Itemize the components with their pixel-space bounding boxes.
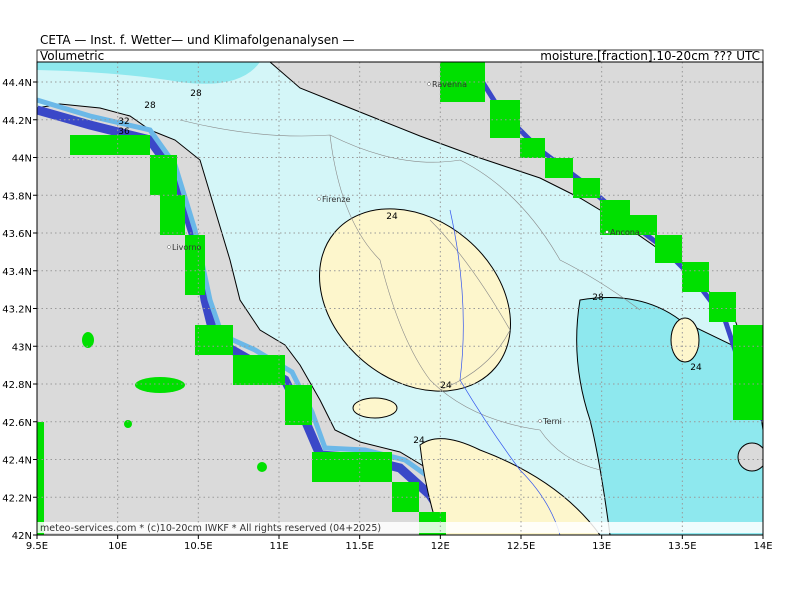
y-tick-label: 44.2N [2,116,32,127]
place-label: Terni [542,417,562,426]
footer-bar [37,522,763,533]
y-tick-label: 42.4N [2,456,32,467]
river [449,209,561,535]
x-tick-label: 10.5E [184,541,213,552]
title: CETA — Inst. f. Wetter— und Klimafolgena… [40,33,355,47]
dry-region [352,397,398,419]
footer-credit: meteo-services.com * (c)10-20cm IWKF * A… [40,523,381,534]
wet-region [37,62,260,84]
place-dot [317,197,321,201]
coast-cells [37,62,763,535]
place-label: Ancona [610,228,640,237]
y-tick-label: 43N [12,342,32,353]
dry-region [670,317,700,363]
contour-label: 24 [440,381,452,391]
x-tick-label: 14E [753,541,772,552]
place-dot [538,419,542,423]
contour-label: 28 [144,101,156,111]
contour-label: 36 [118,127,130,137]
contour-label: 24 [386,212,398,222]
contour-label: 28 [190,89,202,99]
borders [179,119,641,471]
dry-region [419,438,601,535]
x-tick-label: 12.5E [507,541,536,552]
y-tick-label: 43.4N [2,267,32,278]
x-tick-label: 13.5E [668,541,697,552]
no-data [737,442,763,472]
map-layers [37,62,763,535]
plot-frame [36,61,764,536]
x-tick-label: 13E [592,541,611,552]
place-dot [605,230,609,234]
x-tick-label: 11E [269,541,288,552]
left-label: Volumetric [40,49,104,63]
place-dot [427,82,431,86]
x-tick-label: 9.5E [26,541,48,552]
y-tick-label: 42.8N [2,380,32,391]
right-label: moisture.[fraction].10-20cm ??? UTC [540,49,760,63]
place-dot [167,245,171,249]
y-tick-label: 43.2N [2,305,32,316]
y-tick-label: 43.8N [2,191,32,202]
contour-label: 24 [413,436,425,446]
place-label: Livorno [172,243,202,252]
y-tick-label: 42.6N [2,418,32,429]
contour-label: 32 [118,117,129,127]
y-tick-label: 44.4N [2,78,32,89]
contour-label: 28 [592,293,604,303]
contour-label: 24 [690,363,702,373]
wet-region [576,297,763,535]
x-tick-label: 10E [108,541,127,552]
x-tick-label: 12E [431,541,450,552]
x-tick-label: 11.5E [345,541,374,552]
place-label: Ravenna [432,80,467,89]
y-tick-label: 42.2N [2,493,32,504]
y-tick-label: 44N [12,154,32,165]
y-tick-label: 42N [12,531,32,542]
place-label: Firenze [322,195,351,204]
y-tick-label: 43.6N [2,229,32,240]
